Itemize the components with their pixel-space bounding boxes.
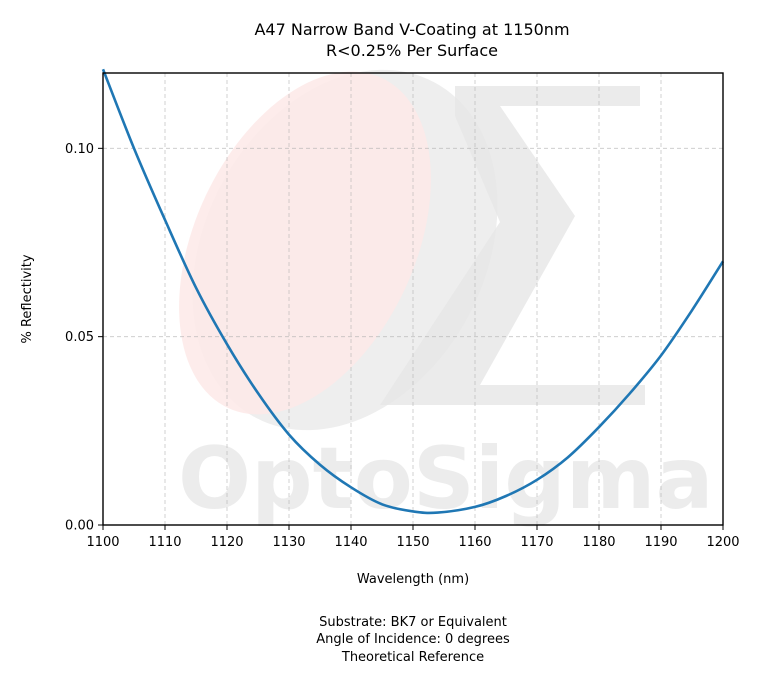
x-tick-label: 1170	[520, 535, 553, 550]
y-axis-label: % Reflectivity	[20, 254, 35, 343]
x-tick-label: 1140	[334, 535, 367, 550]
x-tick-label: 1190	[644, 535, 677, 550]
x-tick-label: 1180	[582, 535, 615, 550]
x-tick-label: 1130	[272, 535, 305, 550]
watermark: OptoSigma	[178, 69, 713, 529]
watermark-ellipse-pink	[179, 71, 431, 415]
x-tick-label: 1200	[706, 535, 739, 550]
x-tick-label: 1100	[86, 535, 119, 550]
reflectivity-series-line	[101, 68, 725, 515]
x-tick-label: 1110	[148, 535, 181, 550]
grid	[103, 73, 723, 525]
y-tick-label: 0.00	[65, 519, 94, 534]
watermark-text: OptoSigma	[178, 429, 713, 529]
x-tick-label: 1150	[396, 535, 429, 550]
ticks: 1100 1110 1120 1130 1140 1150 1160 1170 1180 1190…	[65, 142, 740, 550]
x-tick-label: 1120	[210, 535, 243, 550]
x-axis-label: Wavelength (nm)	[357, 572, 469, 587]
y-tick-label: 0.05	[65, 330, 94, 345]
x-tick-label: 1160	[458, 535, 491, 550]
footnote-angle: Angle of Incidence: 0 degrees	[316, 632, 510, 647]
chart-subtitle: R<0.25% Per Surface	[326, 41, 498, 60]
footnote-substrate: Substrate: BK7 or Equivalent	[319, 615, 507, 630]
series-layer	[101, 68, 725, 515]
footnote-reference: Theoretical Reference	[341, 650, 484, 665]
watermark-sigma-shape	[380, 86, 645, 405]
chart-title: A47 Narrow Band V-Coating at 1150nm	[254, 20, 569, 39]
y-tick-label: 0.10	[65, 142, 94, 157]
plot-frame	[102, 72, 724, 526]
